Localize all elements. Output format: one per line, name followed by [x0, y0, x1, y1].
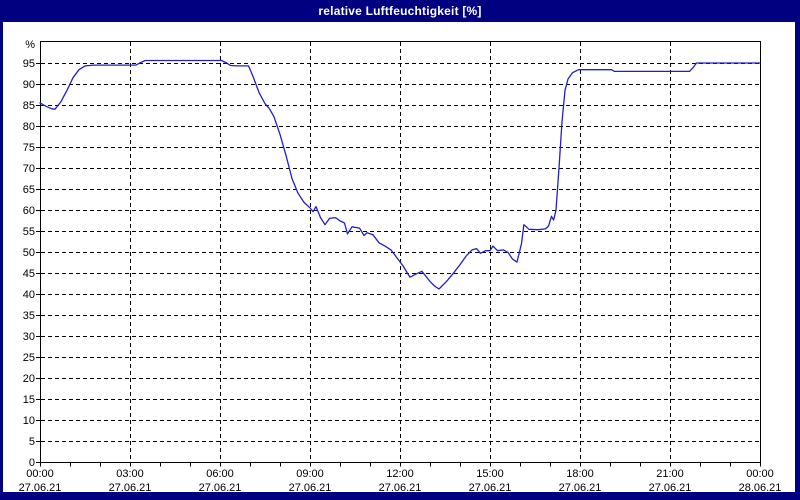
y-tick-label: 25	[23, 352, 35, 364]
y-tick-label: 0	[29, 457, 35, 469]
y-tick-label: 95	[23, 58, 35, 70]
y-tick-label: 35	[23, 310, 35, 322]
chart-client-area	[3, 22, 795, 492]
x-tick-date-label: 27.06.21	[109, 482, 152, 494]
x-tick-time-label: 21:00	[656, 468, 684, 480]
y-tick-label: 30	[23, 331, 35, 343]
x-tick-time-label: 00:00	[26, 468, 54, 480]
x-tick-time-label: 15:00	[476, 468, 504, 480]
y-tick-label: 55	[23, 226, 35, 238]
x-tick-date-label: 27.06.21	[19, 482, 62, 494]
y-tick-label: 90	[23, 79, 35, 91]
x-tick-time-label: 06:00	[206, 468, 234, 480]
y-tick-label: 10	[23, 415, 35, 427]
x-tick-date-label: 27.06.21	[289, 482, 332, 494]
y-axis-unit-label: %	[25, 39, 35, 51]
x-tick-date-label: 28.06.21	[739, 482, 782, 494]
x-tick-time-label: 03:00	[116, 468, 144, 480]
x-tick-date-label: 27.06.21	[649, 482, 692, 494]
x-tick-date-label: 27.06.21	[559, 482, 602, 494]
y-tick-label: 40	[23, 289, 35, 301]
y-tick-label: 5	[29, 436, 35, 448]
x-tick-time-label: 00:00	[746, 468, 774, 480]
x-tick-time-label: 09:00	[296, 468, 324, 480]
x-tick-time-label: 12:00	[386, 468, 414, 480]
y-tick-label: 70	[23, 163, 35, 175]
x-tick-date-label: 27.06.21	[199, 482, 242, 494]
x-tick-time-label: 18:00	[566, 468, 594, 480]
humidity-series-line	[39, 59, 761, 290]
y-tick-label: 45	[23, 268, 35, 280]
y-tick-label: 80	[23, 121, 35, 133]
x-tick-date-label: 27.06.21	[379, 482, 422, 494]
y-tick-label: 85	[23, 100, 35, 112]
y-tick-label: 15	[23, 394, 35, 406]
y-tick-label: 75	[23, 142, 35, 154]
y-tick-label: 65	[23, 184, 35, 196]
x-tick-date-label: 27.06.21	[469, 482, 512, 494]
title-bar: relative Luftfeuchtigkeit [%]	[0, 0, 800, 22]
y-tick-label: 50	[23, 247, 35, 259]
window-title: relative Luftfeuchtigkeit [%]	[318, 4, 482, 18]
y-tick-label: 20	[23, 373, 35, 385]
y-tick-label: 60	[23, 205, 35, 217]
